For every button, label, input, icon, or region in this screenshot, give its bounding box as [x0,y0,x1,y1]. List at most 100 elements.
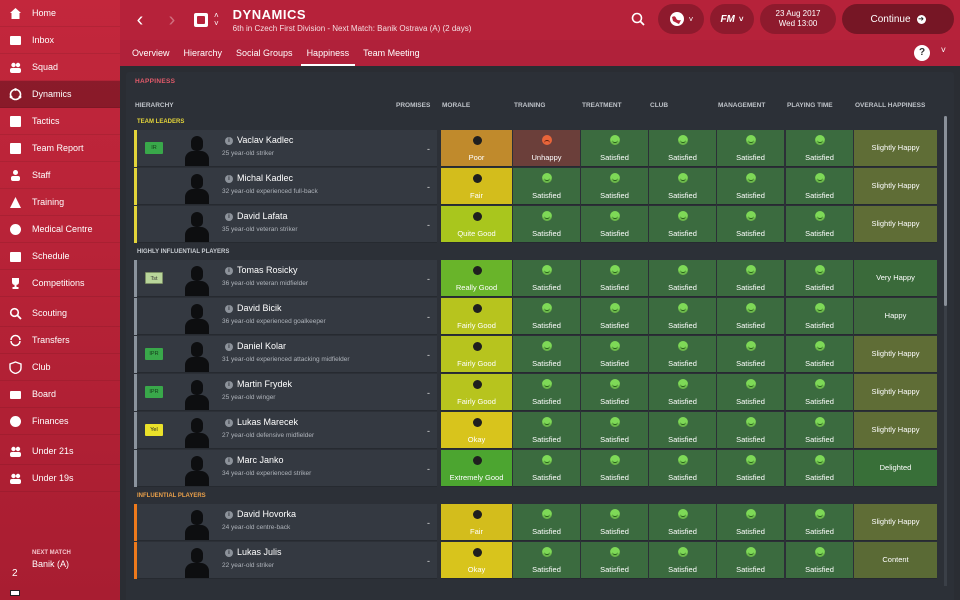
sidebar-item-schedule[interactable]: Schedule [0,243,120,270]
forward-arrow-icon[interactable]: › [168,8,176,31]
table-row[interactable]: Tst i Tomas Rosicky 36 year-old veteran mid… [126,260,954,298]
overall-happiness-cell[interactable]: Very Happy [854,260,937,297]
treatment-cell[interactable]: Satisfied [581,168,648,205]
management-cell[interactable]: Satisfied [717,260,784,297]
fm-menu-button[interactable]: FM ˅ [710,4,754,34]
info-icon[interactable]: i [225,419,233,427]
info-icon[interactable]: i [225,213,233,221]
player-name[interactable]: David Lafata [237,211,288,221]
playing-time-cell[interactable]: Satisfied [786,504,853,541]
tab-overview[interactable]: Overview [132,48,170,58]
tab-social-groups[interactable]: Social Groups [236,48,293,58]
player-info[interactable]: i David Lafata 35 year-old veteran striker… [137,206,437,243]
management-cell[interactable]: Satisfied [717,450,784,487]
playing-time-cell[interactable]: Satisfied [786,130,853,167]
info-icon[interactable]: i [225,457,233,465]
sidebar-item-under-19s[interactable]: Under 19s [0,465,120,492]
treatment-cell[interactable]: Satisfied [581,260,648,297]
playing-time-cell[interactable]: Satisfied [786,298,853,335]
treatment-cell[interactable]: Satisfied [581,336,648,373]
world-menu-button[interactable]: ˅ [658,4,704,34]
treatment-cell[interactable]: Satisfied [581,504,648,541]
sidebar-item-club[interactable]: Club [0,354,120,381]
playing-time-cell[interactable]: Satisfied [786,260,853,297]
club-cell[interactable]: Satisfied [649,206,716,243]
tab-team-meeting[interactable]: Team Meeting [363,48,420,58]
sidebar-item-tactics[interactable]: Tactics [0,108,120,135]
management-cell[interactable]: Satisfied [717,412,784,449]
sidebar-item-dynamics[interactable]: Dynamics [0,81,120,108]
overall-happiness-cell[interactable]: Slightly Happy [854,206,937,243]
club-cell[interactable]: Satisfied [649,168,716,205]
training-cell[interactable]: Satisfied [513,450,580,487]
chevron-down-icon[interactable]: ˅ [214,19,219,28]
player-info[interactable]: IR i Vaclav Kadlec 25 year-old striker - [137,130,437,167]
club-cell[interactable]: Satisfied [649,336,716,373]
col-management[interactable]: MANAGEMENT [718,102,766,109]
col-treatment[interactable]: TREATMENT [582,102,622,109]
overall-happiness-cell[interactable]: Slightly Happy [854,374,937,411]
overall-happiness-cell[interactable]: Happy [854,298,937,335]
player-name[interactable]: David Hovorka [237,509,297,519]
playing-time-cell[interactable]: Satisfied [786,168,853,205]
help-icon[interactable]: ? [914,45,930,61]
management-cell[interactable]: Satisfied [717,206,784,243]
treatment-cell[interactable]: Satisfied [581,298,648,335]
sidebar-item-squad[interactable]: Squad [0,54,120,81]
tab-hierarchy[interactable]: Hierarchy [183,48,223,58]
club-cell[interactable]: Satisfied [649,450,716,487]
management-cell[interactable]: Satisfied [717,542,784,579]
morale-cell[interactable]: Fairly Good [441,374,512,411]
club-cell[interactable]: Satisfied [649,542,716,579]
overall-happiness-cell[interactable]: Slightly Happy [854,168,937,205]
info-icon[interactable]: i [225,137,233,145]
playing-time-cell[interactable]: Satisfied [786,206,853,243]
morale-cell[interactable]: Okay [441,542,512,579]
morale-cell[interactable]: Really Good [441,260,512,297]
playing-time-cell[interactable]: Satisfied [786,542,853,579]
management-cell[interactable]: Satisfied [717,374,784,411]
treatment-cell[interactable]: Satisfied [581,412,648,449]
player-name[interactable]: Martin Frydek [237,379,293,389]
col-morale[interactable]: MORALE [442,102,471,109]
club-cell[interactable]: Satisfied [649,130,716,167]
overall-happiness-cell[interactable]: Slightly Happy [854,412,937,449]
overall-happiness-cell[interactable]: Content [854,542,937,579]
training-cell[interactable]: Satisfied [513,374,580,411]
overall-happiness-cell[interactable]: Slightly Happy [854,130,937,167]
treatment-cell[interactable]: Satisfied [581,374,648,411]
sidebar-item-scouting[interactable]: Scouting [0,300,120,327]
next-match-widget[interactable]: NEXT MATCH 2 Banik (A) [0,544,120,600]
treatment-cell[interactable]: Satisfied [581,206,648,243]
club-crest-icon[interactable] [194,13,208,27]
treatment-cell[interactable]: Satisfied [581,450,648,487]
sidebar-item-board[interactable]: Board [0,381,120,408]
sidebar-item-transfers[interactable]: Transfers [0,327,120,354]
player-info[interactable]: i David Bicik 36 year-old experienced goal… [137,298,437,335]
player-name[interactable]: Lukas Julis [237,547,282,557]
table-row[interactable]: i David Bicik 36 year-old experienced goal… [126,298,954,336]
col-hierarchy[interactable]: HIERARCHY [135,102,174,109]
continue-button[interactable]: Continue ➜ [842,4,954,34]
player-info[interactable]: i Lukas Julis 22 year-old striker - [137,542,437,579]
info-icon[interactable]: i [225,549,233,557]
info-icon[interactable]: i [225,511,233,519]
player-name[interactable]: Vaclav Kadlec [237,135,294,145]
search-button[interactable] [624,4,652,34]
col-club[interactable]: CLUB [650,102,669,109]
player-name[interactable]: Michal Kadlec [237,173,294,183]
morale-cell[interactable]: Extremely Good [441,450,512,487]
player-name[interactable]: Lukas Marecek [237,417,299,427]
club-cell[interactable]: Satisfied [649,504,716,541]
sidebar-item-finances[interactable]: Finances [0,408,120,435]
player-info[interactable]: i David Hovorka 24 year-old centre-back - [137,504,437,541]
col-training[interactable]: TRAINING [514,102,546,109]
overall-happiness-cell[interactable]: Delighted [854,450,937,487]
playing-time-cell[interactable]: Satisfied [786,412,853,449]
playing-time-cell[interactable]: Satisfied [786,336,853,373]
club-cell[interactable]: Satisfied [649,374,716,411]
club-cell[interactable]: Satisfied [649,260,716,297]
morale-cell[interactable]: Fair [441,504,512,541]
management-cell[interactable]: Satisfied [717,168,784,205]
table-row[interactable]: i Lukas Julis 22 year-old striker - Okay Sati… [126,542,954,580]
